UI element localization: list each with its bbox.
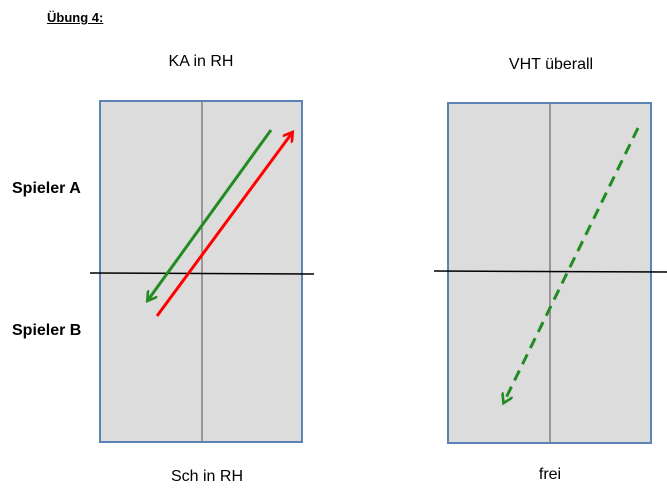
right-net-line — [433, 270, 667, 273]
green-dashed-arrow — [504, 127, 640, 402]
player-b-label: Spieler B — [12, 322, 82, 339]
red-arrow — [155, 133, 292, 317]
player-a-label: Spieler A — [12, 180, 81, 197]
green-arrow — [148, 129, 273, 300]
exercise-title: Übung 4: — [47, 10, 104, 25]
right-panel-top-label: VHT überall — [508, 56, 594, 73]
left-field — [89, 100, 315, 443]
left-net-line — [89, 272, 315, 275]
left-panel-top-label: KA in RH — [168, 53, 234, 70]
right-panel-bottom-label: frei — [538, 466, 562, 483]
left-panel-bottom-label: Sch in RH — [170, 468, 244, 485]
left-field-rect — [99, 100, 303, 443]
right-field — [433, 102, 667, 444]
